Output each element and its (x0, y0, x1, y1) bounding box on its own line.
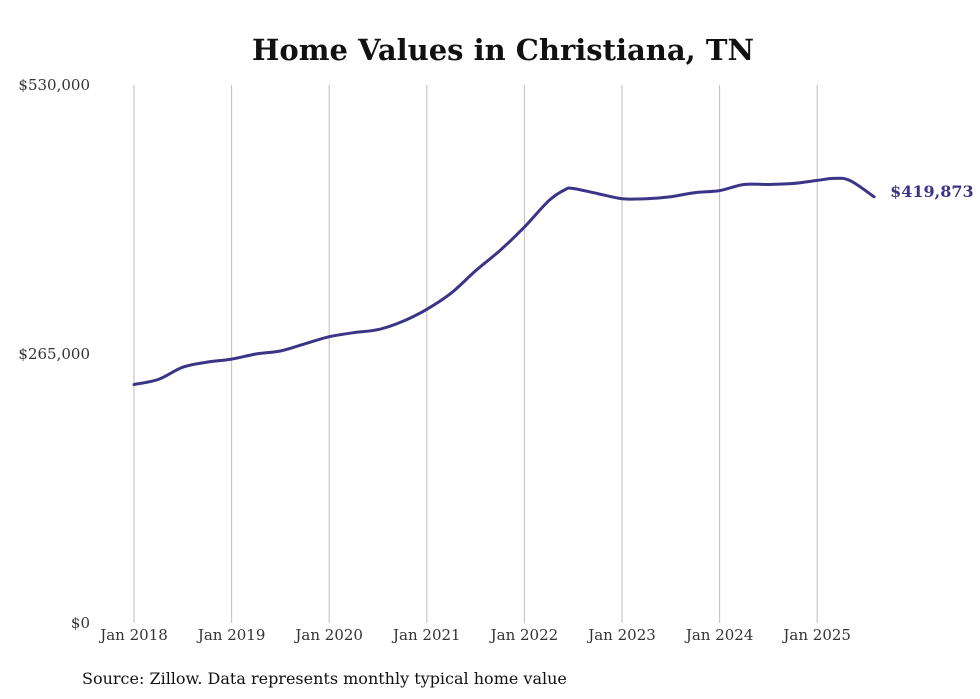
x-tick-label: Jan 2020 (293, 626, 363, 644)
home-value-line (132, 176, 876, 386)
y-tick-label: $0 (71, 614, 90, 632)
x-tick-label: Jan 2023 (586, 626, 656, 644)
x-tick-label: Jan 2021 (391, 626, 461, 644)
y-tick-label: $265,000 (18, 345, 90, 363)
gridlines (133, 85, 818, 623)
x-axis-ticks: Jan 2018 Jan 2019 Jan 2020 Jan 2021 Jan 2022… (98, 626, 851, 644)
x-tick-label: Jan 2019 (196, 626, 266, 644)
y-tick-label: $530,000 (18, 76, 90, 94)
end-value-label: $419,873 (890, 182, 974, 201)
x-tick-label: Jan 2025 (781, 626, 851, 644)
x-tick-label: Jan 2022 (489, 626, 559, 644)
x-tick-label: Jan 2018 (98, 626, 168, 644)
source-note: Source: Zillow. Data represents monthly … (82, 669, 567, 688)
y-axis-ticks: $0 $265,000 $530,000 (18, 76, 90, 632)
series-layer (132, 176, 876, 386)
x-tick-label: Jan 2024 (684, 626, 754, 644)
chart-title: Home Values in Christiana, TN (252, 33, 754, 67)
